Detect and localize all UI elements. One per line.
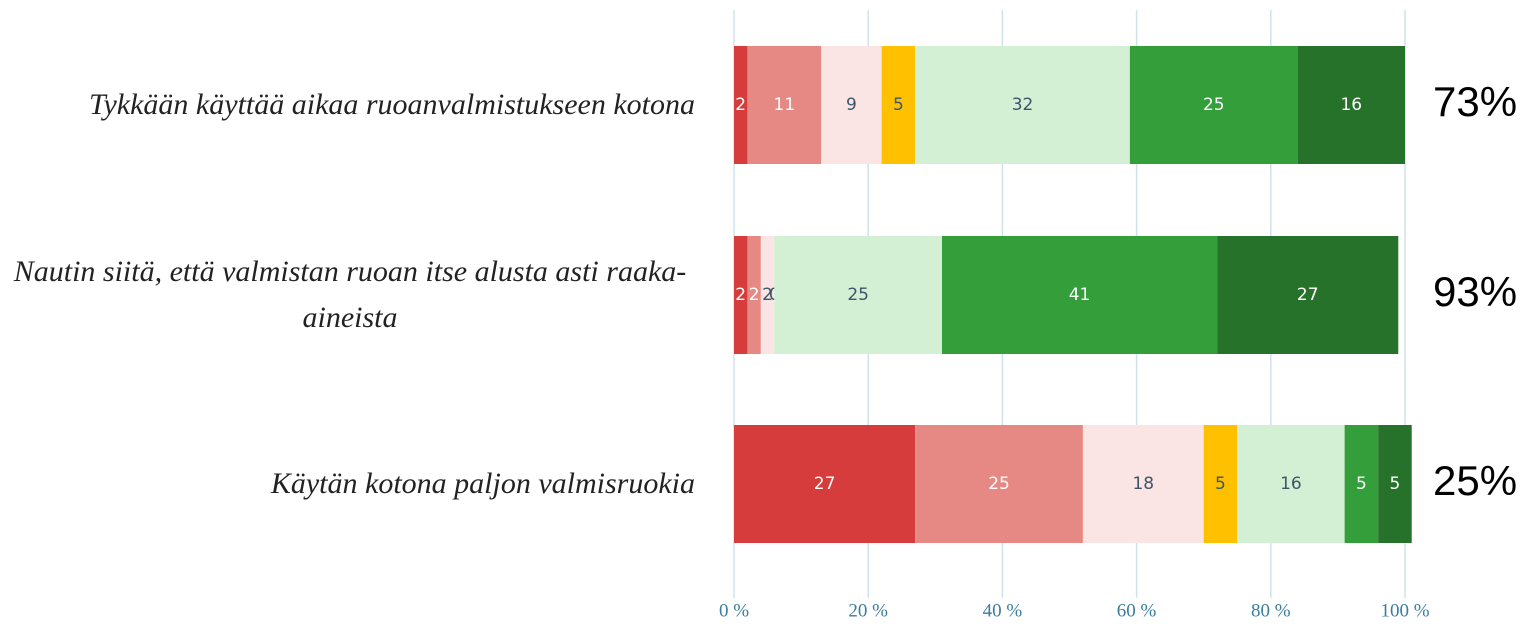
bar-segment <box>734 236 748 354</box>
bar-segment <box>760 236 775 354</box>
bar-segment <box>1082 425 1204 543</box>
category-label: Käytän kotona paljon valmisruokia <box>270 467 695 500</box>
bar-segment <box>1237 425 1345 543</box>
bar-segment <box>734 425 916 543</box>
x-tick-label: 80 % <box>1251 600 1291 621</box>
bar-segment <box>747 236 761 354</box>
data-label: 16 <box>1280 474 1302 494</box>
bar-segment <box>747 46 822 164</box>
bar-segment <box>915 425 1083 543</box>
data-label: 27 <box>1297 285 1319 305</box>
data-label: 5 <box>1390 474 1401 494</box>
data-label: 27 <box>814 474 836 494</box>
x-tick-label: 100 % <box>1380 600 1429 621</box>
data-label: 11 <box>774 95 796 115</box>
bar-segment <box>942 236 1218 354</box>
data-label: 25 <box>1203 95 1225 115</box>
bar-segment <box>774 236 943 354</box>
data-label: 41 <box>1069 285 1091 305</box>
data-label: 2 <box>762 285 773 305</box>
category-label: Tykkään käyttää aikaa ruoanvalmistukseen… <box>89 88 695 121</box>
bar-segment <box>1297 46 1405 164</box>
data-label: 5 <box>1215 474 1226 494</box>
bar-segment <box>915 46 1130 164</box>
data-label: 2 <box>735 95 746 115</box>
data-label: 9 <box>846 95 857 115</box>
bar-segment <box>1217 236 1399 354</box>
bar-segment <box>1378 425 1412 543</box>
data-label: 18 <box>1132 474 1154 494</box>
data-label: 2 <box>735 285 746 305</box>
bar-segment <box>1344 425 1379 543</box>
data-label: 25 <box>988 474 1010 494</box>
row-annotation: 25% <box>1433 457 1517 504</box>
x-tick-label: 40 % <box>983 600 1023 621</box>
data-label: 25 <box>847 285 869 305</box>
row-annotation: 93% <box>1433 268 1517 315</box>
data-label: 16 <box>1340 95 1362 115</box>
x-tick-label: 20 % <box>848 600 888 621</box>
data-label: 2 <box>749 285 760 305</box>
row-annotation: 73% <box>1433 78 1517 125</box>
x-tick-label: 60 % <box>1117 600 1157 621</box>
bar-segment <box>881 46 916 164</box>
category-label: Nautin siitä, että valmistan ruoan itse … <box>13 255 687 334</box>
bar-segment <box>821 46 882 164</box>
bar-segment <box>734 46 748 164</box>
bar-segment <box>1129 46 1298 164</box>
x-tick-label: 0 % <box>719 600 749 621</box>
bar-segment <box>1203 425 1238 543</box>
data-label: 32 <box>1012 95 1034 115</box>
data-label: 5 <box>893 95 904 115</box>
data-label: 5 <box>1356 474 1367 494</box>
